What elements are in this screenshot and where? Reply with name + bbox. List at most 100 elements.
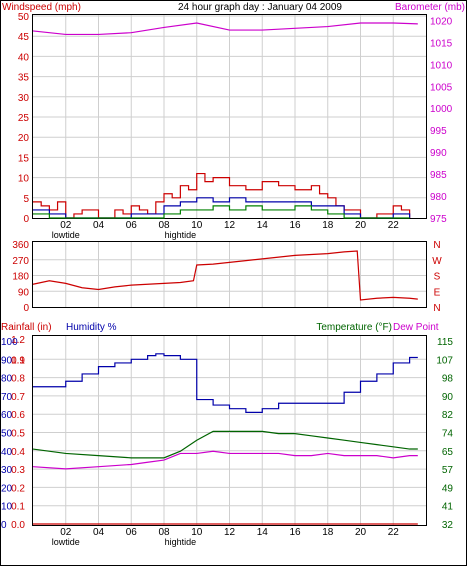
rainfall-tick: 0.9 bbox=[11, 355, 25, 366]
compass-tick: E bbox=[434, 287, 441, 298]
humidity-tick: 30 bbox=[1, 465, 13, 476]
humidity-tick: 80 bbox=[1, 374, 13, 385]
humidity-tick: 50 bbox=[1, 429, 13, 440]
wind-x-tick: 16 bbox=[289, 220, 301, 231]
humidity-x-tick: 14 bbox=[257, 527, 269, 538]
temperature-tick: 90 bbox=[442, 392, 454, 403]
barometer-tick: 975 bbox=[430, 214, 447, 225]
tide-label: lowtide bbox=[52, 230, 80, 240]
windspeed-tick: 10 bbox=[18, 174, 30, 185]
compass-tick: N bbox=[433, 240, 440, 251]
barometer-tick: 1020 bbox=[430, 16, 453, 27]
wind-x-tick: 18 bbox=[322, 220, 334, 231]
barometer-tick: 985 bbox=[430, 170, 447, 181]
wind-panel-frame bbox=[32, 14, 427, 219]
humidity-x-tick: 20 bbox=[355, 527, 367, 538]
windspeed-tick: 35 bbox=[18, 73, 30, 84]
barometer-tick: 980 bbox=[430, 192, 447, 203]
rainfall-tick: 1.2 bbox=[11, 335, 25, 346]
series-humidity bbox=[33, 353, 418, 413]
temperature-tick: 107 bbox=[436, 355, 453, 366]
barometer-tick: 1005 bbox=[430, 82, 453, 93]
chart-title: 24 hour graph day : January 04 2009 bbox=[178, 2, 342, 13]
rainfall-tick: 0.8 bbox=[11, 374, 25, 385]
humidity-x-tick: 02 bbox=[60, 527, 72, 538]
temperature-tick: 115 bbox=[437, 337, 453, 348]
dewpoint-axis-label: Dew Point bbox=[393, 322, 439, 333]
rainfall-tick: 0.5 bbox=[11, 429, 25, 440]
wind-x-tick: 22 bbox=[388, 220, 400, 231]
temperature-tick: 98 bbox=[442, 374, 454, 385]
wind-x-tick: 20 bbox=[355, 220, 367, 231]
wind-x-tick: 06 bbox=[126, 220, 138, 231]
temperature-tick: 41 bbox=[442, 502, 454, 513]
rainfall-tick: 0.3 bbox=[11, 465, 25, 476]
wind-x-tick: 04 bbox=[93, 220, 105, 231]
barometer-axis-label: Barometer (mb) bbox=[395, 2, 465, 13]
wind-x-tick: 12 bbox=[224, 220, 236, 231]
humidity-tick: 90 bbox=[1, 355, 13, 366]
series-wind-speed bbox=[33, 205, 410, 219]
series-dew-point bbox=[32, 450, 418, 470]
tick-labels: 0510152025303540455097598098599099510001… bbox=[1, 12, 453, 547]
direction-tick: 270 bbox=[12, 256, 29, 267]
compass-tick: S bbox=[434, 272, 441, 283]
grid-lines bbox=[33, 15, 426, 525]
humidity-x-tick: 10 bbox=[191, 527, 203, 538]
humidity-tick: 40 bbox=[1, 447, 13, 458]
data-series bbox=[32, 22, 418, 525]
direction-panel-frame bbox=[32, 241, 427, 308]
humidity-tick: 0 bbox=[1, 520, 7, 531]
series-temperature bbox=[32, 430, 418, 459]
rainfall-axis-label: Rainfall (in) bbox=[1, 322, 52, 333]
windspeed-tick: 25 bbox=[18, 113, 30, 124]
wind-x-tick: 02 bbox=[60, 220, 72, 231]
humidity-x-tick: 16 bbox=[289, 527, 301, 538]
humidity-tick: 20 bbox=[1, 483, 13, 494]
humidity-x-tick: 08 bbox=[158, 527, 170, 538]
humidity-x-tick: 22 bbox=[388, 527, 400, 538]
barometer-tick: 990 bbox=[430, 148, 447, 159]
windspeed-tick: 40 bbox=[18, 52, 30, 63]
barometer-tick: 1000 bbox=[430, 104, 453, 115]
temperature-tick: 49 bbox=[442, 483, 454, 494]
rainfall-tick: 1.1 bbox=[11, 355, 25, 366]
direction-tick: 360 bbox=[12, 240, 29, 251]
humidity-tick: 60 bbox=[1, 410, 13, 421]
compass-tick: W bbox=[432, 256, 442, 267]
compass-tick: N bbox=[433, 303, 440, 314]
barometer-tick: 1010 bbox=[430, 60, 453, 71]
direction-tick: 0 bbox=[23, 303, 29, 314]
windspeed-axis-label: Windspeed (mph) bbox=[2, 2, 81, 13]
temperature-tick: 82 bbox=[442, 410, 454, 421]
temperature-tick: 32 bbox=[442, 520, 454, 531]
humidity-panel-frame bbox=[32, 335, 427, 526]
direction-tick: 90 bbox=[18, 287, 30, 298]
windspeed-tick: 30 bbox=[18, 93, 30, 104]
humidity-x-tick: 04 bbox=[93, 527, 105, 538]
humidity-tick: 10 bbox=[1, 502, 13, 513]
direction-tick: 180 bbox=[12, 272, 29, 283]
wind-x-tick: 08 bbox=[158, 220, 170, 231]
rainfall-tick: 0.7 bbox=[11, 392, 25, 403]
rainfall-tick: 0.1 bbox=[11, 502, 25, 513]
humidity-x-tick: 18 bbox=[322, 527, 334, 538]
wind-x-tick: 14 bbox=[257, 220, 269, 231]
barometer-tick: 1015 bbox=[430, 38, 453, 49]
tide-label: hightide bbox=[165, 537, 197, 547]
humidity-axis-label: Humidity % bbox=[66, 322, 117, 333]
series-wind-direction bbox=[32, 250, 418, 301]
windspeed-tick: 5 bbox=[23, 194, 29, 205]
windspeed-tick: 15 bbox=[18, 153, 30, 164]
windspeed-tick: 0 bbox=[23, 214, 29, 225]
rainfall-tick: 0.2 bbox=[11, 483, 25, 494]
humidity-tick: 100 bbox=[1, 337, 18, 348]
temperature-tick: 57 bbox=[442, 465, 454, 476]
rainfall-tick: 0.4 bbox=[11, 447, 25, 458]
humidity-x-tick: 06 bbox=[126, 527, 138, 538]
windspeed-tick: 45 bbox=[18, 32, 30, 43]
barometer-tick: 995 bbox=[430, 126, 447, 137]
